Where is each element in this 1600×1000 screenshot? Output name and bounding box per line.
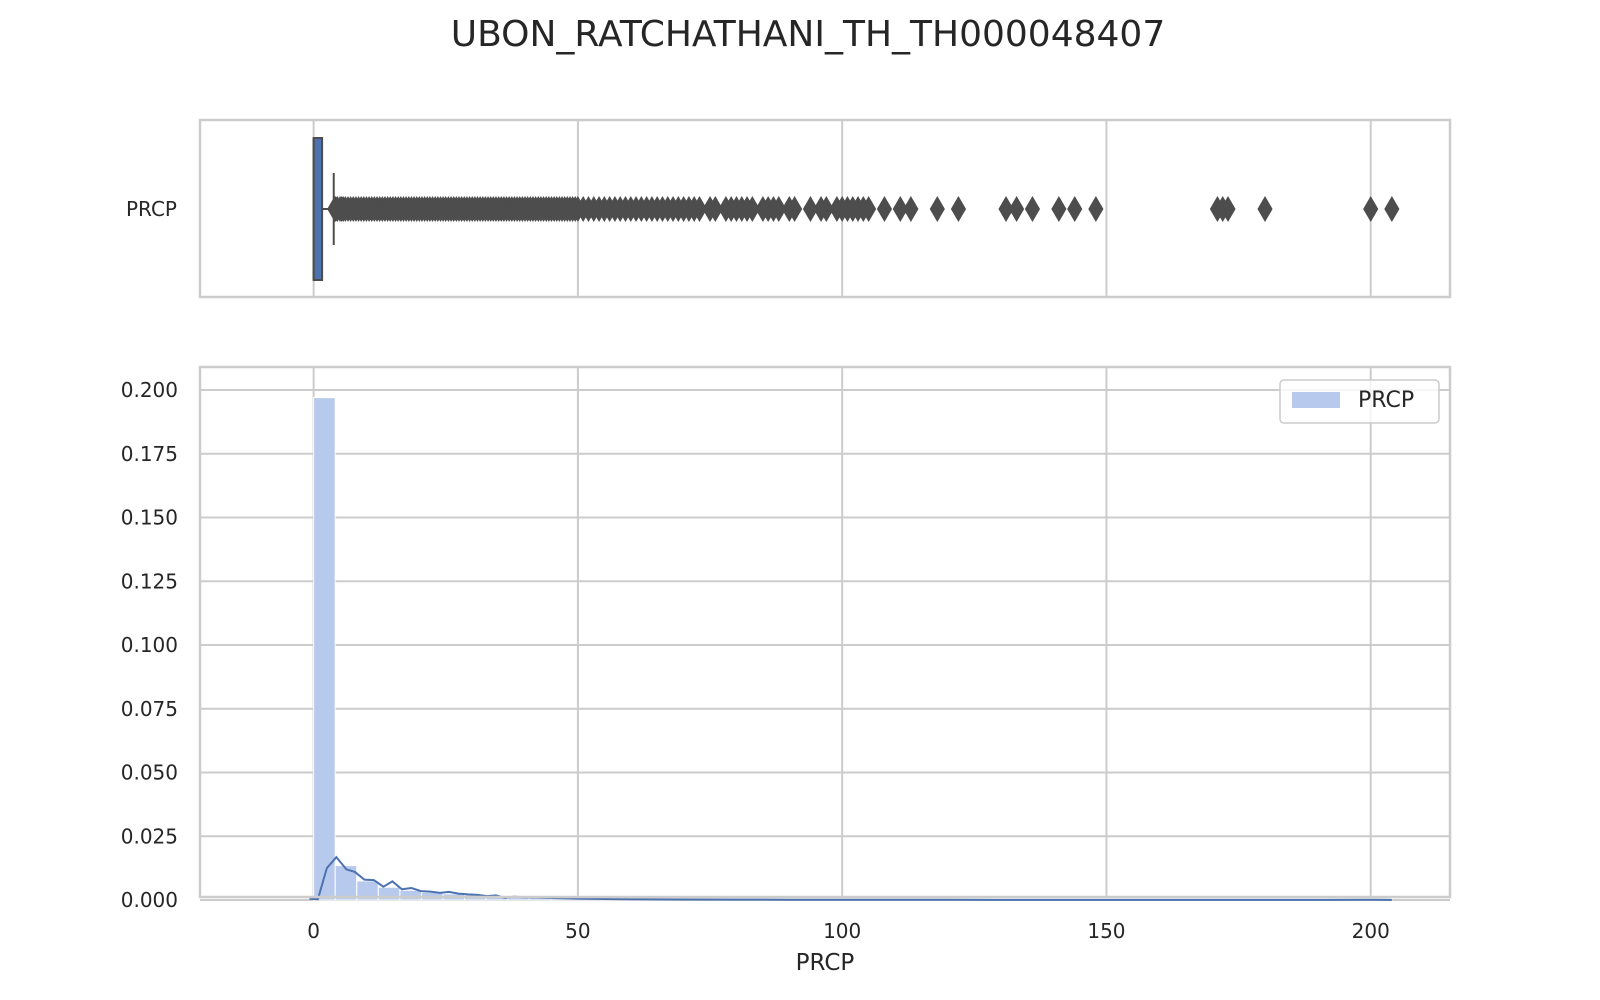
y-tick-label: 0.200 [121,378,178,402]
boxplot-outlier [1363,196,1379,222]
histogram-bar [399,889,422,901]
x-tick-label: 200 [1352,919,1390,943]
legend: PRCP [1279,379,1440,424]
boxplot-outlier [1220,196,1236,222]
boxplot-outlier [1024,196,1041,222]
boxplot-panel: PRCP [126,118,1452,299]
y-tick-label: 0.050 [121,761,178,785]
boxplot-box [312,137,324,281]
y-axis-ticks: 0.000 0.025 0.050 0.075 0.100 0.125 0.150 0.175… [121,378,178,912]
boxplot-frame [198,118,1452,299]
boxplot-outlier [1051,196,1067,222]
boxplot-category-label: PRCP [126,197,177,221]
boxplot-outlier [744,196,760,222]
y-tick-label: 0.025 [121,824,178,848]
y-tick-label: 0.125 [121,569,178,593]
boxplot-outlier [861,196,877,222]
boxplot-outlier [691,196,708,222]
boxplot-outlier [1088,196,1104,222]
x-tick-label: 100 [823,919,861,943]
boxplot-outlier [1257,196,1273,222]
boxplot-outlier [876,196,893,222]
histogram-frame [198,365,1452,899]
y-tick-label: 0.150 [121,506,178,530]
boxplot-outlier [1384,196,1400,222]
boxplot-marks [312,137,1400,281]
x-axis-label: PRCP [796,950,855,976]
boxplot-outlier [1067,196,1083,222]
boxplot-outlier [802,196,819,222]
y-tick-label: 0.175 [121,442,178,466]
legend-swatch [1292,392,1340,408]
boxplot-outlier [818,196,834,222]
histogram-background [200,367,1450,897]
boxplot-outlier [1009,196,1025,222]
boxplot-outlier [998,196,1014,222]
boxplot-outlier [707,196,723,222]
boxplot-outlier [787,196,803,222]
y-tick-label: 0.000 [121,888,178,912]
chart-title: UBON_RATCHATHANI_TH_TH000048407 [451,14,1165,55]
x-tick-label: 0 [307,919,320,943]
boxplot-outlier [892,196,908,222]
legend-label: PRCP [1358,388,1414,413]
histogram-panel: 0.000 0.025 0.050 0.075 0.100 0.125 0.150 0.175… [121,365,1452,976]
boxplot-outlier [950,196,967,222]
histogram-bar [313,397,336,901]
y-tick-label: 0.075 [121,697,178,721]
x-tick-label: 150 [1087,919,1125,943]
legend-frame [1279,379,1440,424]
x-tick-label: 50 [565,919,590,943]
y-tick-label: 0.100 [121,633,178,657]
boxplot-outlier [903,196,919,222]
x-axis-ticks: 0 50 100 150 200 [307,919,1390,943]
boxplot-outlier [771,196,787,222]
boxplot-outlier [929,196,945,222]
